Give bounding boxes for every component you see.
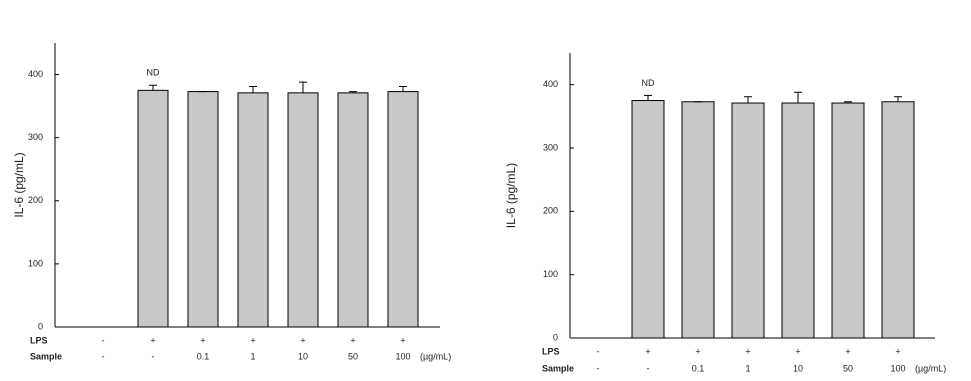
error-bar — [399, 86, 407, 92]
annotation: ND — [642, 78, 655, 88]
x-tick-label: 10 — [793, 363, 803, 373]
error-bar — [349, 91, 357, 93]
bar — [287, 92, 319, 328]
bar — [137, 89, 169, 328]
x-tick-label: + — [845, 346, 850, 356]
y-tick-label: 200 — [543, 206, 558, 216]
x-tick-label: - — [647, 363, 650, 373]
y-tick-label: 300 — [543, 142, 558, 152]
x-tick-label: - — [152, 351, 155, 361]
x-tick-label: 1 — [745, 363, 750, 373]
y-axis-label: IL-6 (pg/mL) — [12, 152, 26, 217]
bar — [781, 102, 815, 339]
x-tick-label: 10 — [298, 351, 308, 361]
x-tick-label: 100 — [395, 351, 410, 361]
x-tick-label: + — [695, 346, 700, 356]
y-tick-label: 0 — [553, 332, 558, 342]
bar — [387, 91, 419, 328]
x-tick-label: - — [102, 335, 105, 345]
x-tick-label: 50 — [348, 351, 358, 361]
error-bar — [844, 101, 852, 104]
x-tick-label: + — [645, 346, 650, 356]
y-tick-label: 400 — [543, 79, 558, 89]
bar — [237, 92, 269, 328]
y-tick-label: 100 — [28, 258, 43, 268]
error-bar — [794, 91, 802, 104]
error-bar — [894, 96, 902, 102]
error-bar — [249, 86, 257, 93]
y-tick-label: 200 — [28, 195, 43, 205]
row-label: Sample — [30, 351, 62, 361]
x-tick-label: - — [102, 351, 105, 361]
bar — [631, 100, 665, 339]
error-bar — [644, 94, 652, 101]
x-tick-label: 100 — [890, 363, 905, 373]
bar — [337, 92, 369, 328]
error-bar — [299, 81, 307, 93]
x-tick-label: - — [597, 363, 600, 373]
x-tick-label: + — [745, 346, 750, 356]
y-tick-label: 300 — [28, 132, 43, 142]
x-unit: (µg/mL) — [420, 351, 451, 361]
bar — [831, 102, 865, 339]
y-tick-label: 0 — [38, 321, 43, 331]
bar — [731, 102, 765, 339]
bar — [681, 101, 715, 339]
y-tick-label: 400 — [28, 69, 43, 79]
x-tick-label: + — [400, 335, 405, 345]
x-tick-label: - — [597, 346, 600, 356]
row-label: LPS — [542, 346, 560, 356]
x-tick-label: 0.1 — [692, 363, 705, 373]
row-label: LPS — [30, 335, 48, 345]
x-tick-label: 0.1 — [197, 351, 210, 361]
x-tick-label: + — [895, 346, 900, 356]
y-tick-label: 100 — [543, 269, 558, 279]
error-bar — [149, 84, 157, 91]
error-bar — [744, 96, 752, 104]
x-tick-label: 50 — [843, 363, 853, 373]
row-label: Sample — [542, 363, 574, 373]
x-tick-label: + — [350, 335, 355, 345]
x-tick-label: 1 — [250, 351, 255, 361]
y-axis-label: IL-6 (pg/mL) — [504, 163, 518, 228]
x-tick-label: + — [795, 346, 800, 356]
bar — [187, 91, 219, 328]
bar — [881, 101, 915, 339]
x-tick-label: + — [300, 335, 305, 345]
x-unit: (µg/mL) — [915, 363, 946, 373]
x-tick-label: + — [200, 335, 205, 345]
annotation: ND — [147, 68, 160, 78]
x-tick-label: + — [250, 335, 255, 345]
x-tick-label: + — [150, 335, 155, 345]
